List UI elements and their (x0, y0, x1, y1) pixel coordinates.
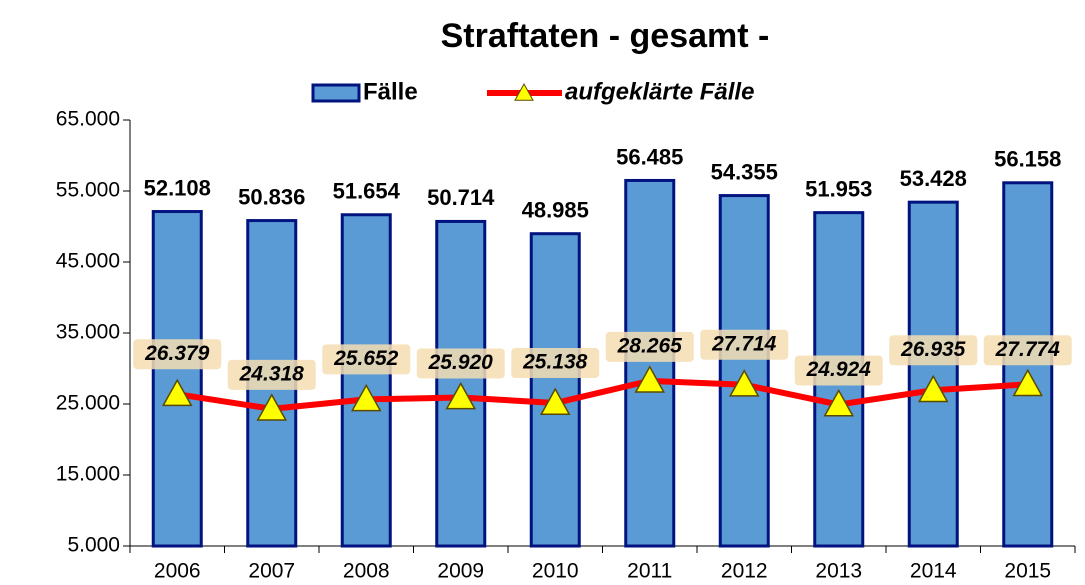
label-bg (605, 331, 694, 362)
label-bg (983, 335, 1072, 366)
marker (161, 378, 193, 407)
marker (539, 387, 571, 415)
chart-title: Straftaten - gesamt - (441, 17, 770, 55)
x-tick-label: 2007 (248, 560, 295, 583)
bar-label: 54.355 (711, 159, 778, 184)
line-label: 27.774 (995, 338, 1061, 361)
label-bg (133, 339, 222, 370)
bar-label: 52.108 (144, 175, 211, 200)
y-tick-label: 55.000 (56, 179, 120, 202)
x-tick-label: 2011 (627, 560, 672, 583)
bar-label: 51.654 (333, 179, 401, 204)
bar-label: 53.428 (900, 166, 967, 191)
line-label: 25.652 (333, 347, 399, 370)
line-label: 27.714 (711, 332, 777, 355)
label-bg (794, 355, 883, 386)
marker (634, 365, 666, 393)
marker (1012, 368, 1044, 397)
label-bg (227, 359, 316, 390)
x-tick-label: 2008 (343, 560, 390, 583)
bar-label: 56.158 (994, 147, 1061, 172)
legend-swatch (311, 83, 361, 103)
label-bg (416, 348, 505, 379)
line-label: 26.935 (900, 338, 966, 361)
bar (624, 178, 676, 548)
legend-label: aufgeklärte Fälle (565, 78, 754, 105)
bar-label: 51.953 (805, 176, 872, 201)
legend-label: Fälle (363, 78, 418, 105)
x-tick-label: 2010 (532, 560, 579, 583)
line-label: 28.265 (617, 334, 683, 357)
y-tick-label: 35.000 (56, 321, 120, 344)
x-tick-label: 2013 (815, 560, 862, 583)
x-tick-label: 2012 (721, 560, 768, 583)
x-tick-label: 2006 (154, 560, 201, 583)
marker (350, 383, 382, 412)
marker (823, 388, 855, 417)
x-tick-label: 2009 (437, 560, 484, 583)
y-tick-label: 45.000 (56, 250, 120, 273)
line-label: 25.920 (428, 351, 494, 374)
label-bg (700, 329, 789, 360)
bar (907, 200, 959, 548)
line-label: 24.318 (239, 362, 305, 385)
label-bg (889, 335, 978, 366)
marker (728, 369, 760, 397)
legend-marker (514, 82, 534, 101)
x-tick-label: 2015 (1004, 560, 1051, 583)
label-bg (511, 348, 600, 379)
bar (340, 213, 392, 548)
marker (445, 381, 477, 410)
bar-label: 50.714 (427, 185, 495, 210)
y-tick-label: 65.000 (56, 108, 120, 131)
bar-label: 56.485 (616, 144, 683, 169)
x-tick-label: 2014 (910, 560, 957, 583)
label-bg (322, 344, 411, 375)
bar-label: 50.836 (238, 184, 305, 209)
y-tick-label: 25.000 (56, 392, 120, 415)
marker (917, 374, 949, 403)
marker (256, 393, 288, 421)
line (176, 377, 1028, 412)
line-label: 26.379 (144, 342, 210, 365)
line-label: 25.138 (522, 351, 588, 374)
y-tick-label: 5.000 (67, 534, 120, 557)
bar-label: 48.985 (522, 198, 589, 223)
line-label: 24.924 (806, 358, 872, 381)
y-tick-label: 15.000 (56, 463, 120, 486)
